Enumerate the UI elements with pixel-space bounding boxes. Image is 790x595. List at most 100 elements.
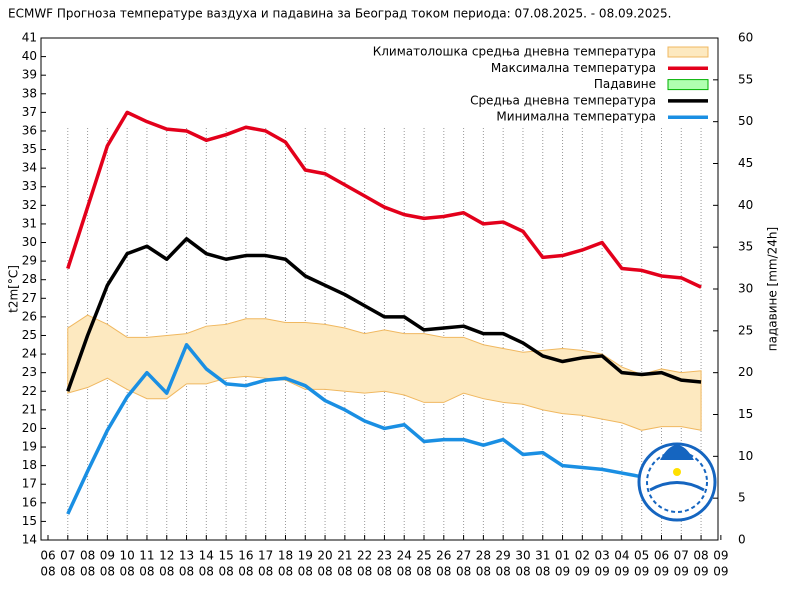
climate-band xyxy=(67,314,702,431)
x-tick-label: 25 xyxy=(416,549,431,563)
x-tick-label: 10 xyxy=(120,549,135,563)
y2-tick-label: 60 xyxy=(738,31,753,45)
x-tick-label: 08 xyxy=(436,565,451,579)
legend-swatch xyxy=(667,79,709,91)
y-tick-label: 23 xyxy=(22,365,37,379)
x-tick-label: 08 xyxy=(476,565,491,579)
x-tick-label: 08 xyxy=(456,565,471,579)
x-tick-label: 14 xyxy=(199,549,214,563)
legend-label: Максимална температура xyxy=(491,61,656,75)
y-tick-label: 29 xyxy=(22,254,37,268)
y-tick-label: 28 xyxy=(22,272,37,286)
legend-label: Минимална температура xyxy=(496,110,656,124)
x-tick-label: 05 xyxy=(634,549,649,563)
logo xyxy=(637,442,717,522)
y2-tick-label: 25 xyxy=(738,323,753,337)
x-tick-label: 08 xyxy=(693,549,708,563)
x-tick-label: 08 xyxy=(515,565,530,579)
x-tick-label: 26 xyxy=(436,549,451,563)
x-tick-label: 03 xyxy=(594,549,609,563)
y-tick-label: 34 xyxy=(22,161,37,175)
x-tick-label: 12 xyxy=(159,549,174,563)
y2-tick-label: 15 xyxy=(738,407,753,421)
x-tick-label: 01 xyxy=(555,549,570,563)
x-tick-label: 08 xyxy=(159,565,174,579)
y-tick-label: 36 xyxy=(22,123,37,137)
y-tick-label: 27 xyxy=(22,291,37,305)
x-tick-label: 08 xyxy=(199,565,214,579)
x-tick-label: 11 xyxy=(139,549,154,563)
x-tick-label: 09 xyxy=(100,549,115,563)
y-tick-label: 15 xyxy=(22,514,37,528)
x-tick-label: 30 xyxy=(515,549,530,563)
legend-label: Падавине xyxy=(594,77,656,91)
x-tick-label: 08 xyxy=(179,565,194,579)
y2-tick-label: 10 xyxy=(738,449,753,463)
y2-tick-label: 40 xyxy=(738,198,753,212)
y2-tick-label: 45 xyxy=(738,156,753,170)
x-tick-label: 08 xyxy=(496,565,511,579)
x-tick-label: 06 xyxy=(654,549,669,563)
x-tick-label: 08 xyxy=(80,549,95,563)
x-tick-label: 08 xyxy=(100,565,115,579)
y-tick-label: 39 xyxy=(22,68,37,82)
x-tick-label: 09 xyxy=(693,565,708,579)
y-tick-label: 20 xyxy=(22,421,37,435)
x-tick-label: 08 xyxy=(535,565,550,579)
series-line xyxy=(66,237,702,392)
y-tick-label: 38 xyxy=(22,86,37,100)
x-tick-label: 07 xyxy=(60,549,75,563)
y-tick-label: 32 xyxy=(22,198,37,212)
x-tick-label: 09 xyxy=(614,565,629,579)
x-tick-label: 08 xyxy=(40,565,55,579)
legend-label: Средња дневна температура xyxy=(470,93,656,107)
x-tick-label: 09 xyxy=(713,565,728,579)
x-tick-label: 08 xyxy=(337,565,352,579)
x-tick-label: 21 xyxy=(337,549,352,563)
y2-tick-label: 5 xyxy=(738,491,746,505)
x-tick-label: 09 xyxy=(575,565,590,579)
y2-tick-label: 35 xyxy=(738,240,753,254)
y-tick-label: 40 xyxy=(22,49,37,63)
x-tick-label: 06 xyxy=(40,549,55,563)
x-tick-label: 09 xyxy=(594,565,609,579)
x-tick-label: 15 xyxy=(218,549,233,563)
x-tick-label: 09 xyxy=(674,565,689,579)
x-tick-label: 23 xyxy=(377,549,392,563)
y-tick-label: 18 xyxy=(22,458,37,472)
x-tick-label: 28 xyxy=(476,549,491,563)
y2-tick-label: 50 xyxy=(738,114,753,128)
series-line xyxy=(66,343,702,515)
x-tick-label: 08 xyxy=(60,565,75,579)
x-tick-label: 08 xyxy=(278,565,293,579)
x-tick-label: 09 xyxy=(634,565,649,579)
x-tick-label: 17 xyxy=(258,549,273,563)
x-tick-label: 08 xyxy=(238,565,253,579)
y-tick-label: 19 xyxy=(22,440,37,454)
x-tick-label: 09 xyxy=(555,565,570,579)
x-tick-label: 08 xyxy=(357,565,372,579)
y-tick-label: 25 xyxy=(22,328,37,342)
x-tick-label: 08 xyxy=(317,565,332,579)
y-tick-label: 35 xyxy=(22,142,37,156)
y-tick-label: 37 xyxy=(22,105,37,119)
x-tick-label: 02 xyxy=(575,549,590,563)
x-tick-label: 20 xyxy=(317,549,332,563)
x-tick-label: 27 xyxy=(456,549,471,563)
x-tick-label: 08 xyxy=(298,565,313,579)
y-tick-label: 30 xyxy=(22,235,37,249)
y-tick-label: 14 xyxy=(22,533,37,547)
y2-axis-label: падавине [mm/24h] xyxy=(766,227,780,351)
y-tick-label: 41 xyxy=(22,31,37,45)
x-tick-label: 24 xyxy=(397,549,412,563)
y-tick-label: 31 xyxy=(22,216,37,230)
y-tick-label: 22 xyxy=(22,384,37,398)
x-tick-label: 09 xyxy=(654,565,669,579)
legend-swatch xyxy=(667,46,709,58)
y2-tick-label: 0 xyxy=(738,533,746,547)
x-tick-label: 09 xyxy=(713,549,728,563)
x-tick-label: 08 xyxy=(377,565,392,579)
legend-label: Климатолошка средња дневна температура xyxy=(373,45,656,59)
x-tick-label: 08 xyxy=(120,565,135,579)
